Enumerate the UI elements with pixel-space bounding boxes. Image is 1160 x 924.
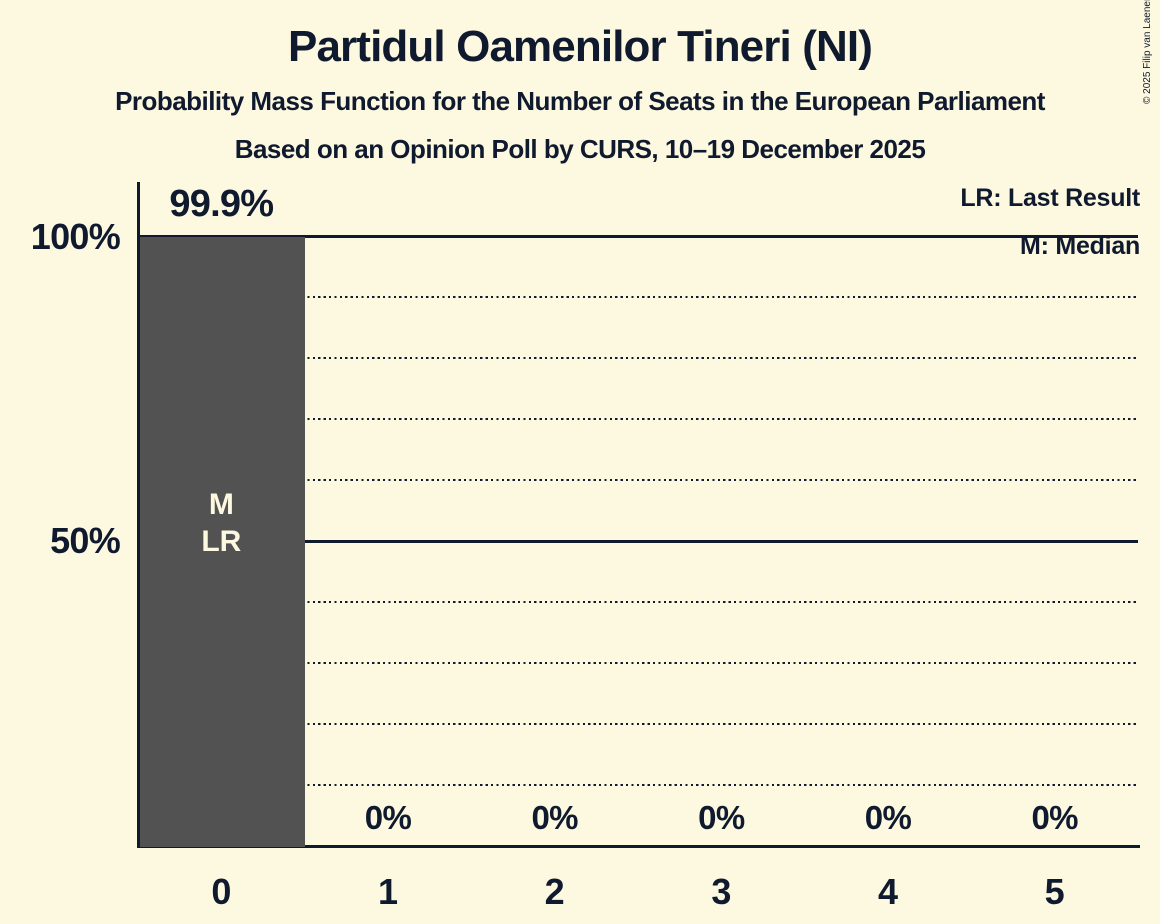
bar-annotation-line: M [208, 488, 234, 521]
x-tick-label-5: 5 [1044, 871, 1065, 912]
value-label-3: 0% [698, 799, 745, 836]
value-label-1: 0% [364, 799, 412, 836]
gridline-30pct [140, 661, 1138, 665]
gridline-60pct [140, 479, 1138, 482]
gridline-20pct [140, 722, 1138, 726]
value-label-2: 0% [531, 799, 578, 836]
y-axis-line [137, 182, 140, 848]
gridline-100pct [140, 235, 1138, 238]
chart-subtitle: Probability Mass Function for the Number… [115, 86, 1045, 116]
x-tick-label-1: 1 [377, 871, 399, 912]
copyright-notice: © 2025 Filip van Laenen [1142, 0, 1153, 104]
gridline-10pct [140, 783, 1138, 787]
x-tick-label-4: 4 [877, 871, 899, 912]
value-label-4: 0% [864, 799, 912, 836]
gridline-50pct [140, 540, 1138, 543]
x-tick-label-0: 0 [211, 871, 232, 912]
x-axis-line [137, 845, 1140, 848]
bar-annotation-line: LR [201, 525, 242, 558]
x-tick-label-2: 2 [544, 871, 565, 912]
value-label-0: 99.9% [169, 183, 274, 226]
page-title: Partidul Oamenilor Tineri (NI) [288, 22, 873, 71]
y-tick-label-100: 100% [30, 215, 121, 257]
y-tick-label-50: 50% [50, 520, 121, 562]
gridline-90pct [140, 296, 1138, 299]
legend-last-result: LR: Last Result [960, 184, 1140, 212]
gridline-40pct [140, 601, 1138, 604]
gridline-70pct [140, 418, 1138, 421]
bar-annotation-median-lastresult: M LR [141, 486, 301, 560]
legend: LR: Last Result M: Median [960, 184, 1140, 260]
poll-source-line: Based on an Opinion Poll by CURS, 10–19 … [234, 134, 926, 164]
x-tick-label-3: 3 [711, 871, 732, 912]
gridline-80pct [140, 357, 1138, 360]
value-label-5: 0% [1031, 799, 1078, 836]
bar-0 [140, 237, 305, 847]
